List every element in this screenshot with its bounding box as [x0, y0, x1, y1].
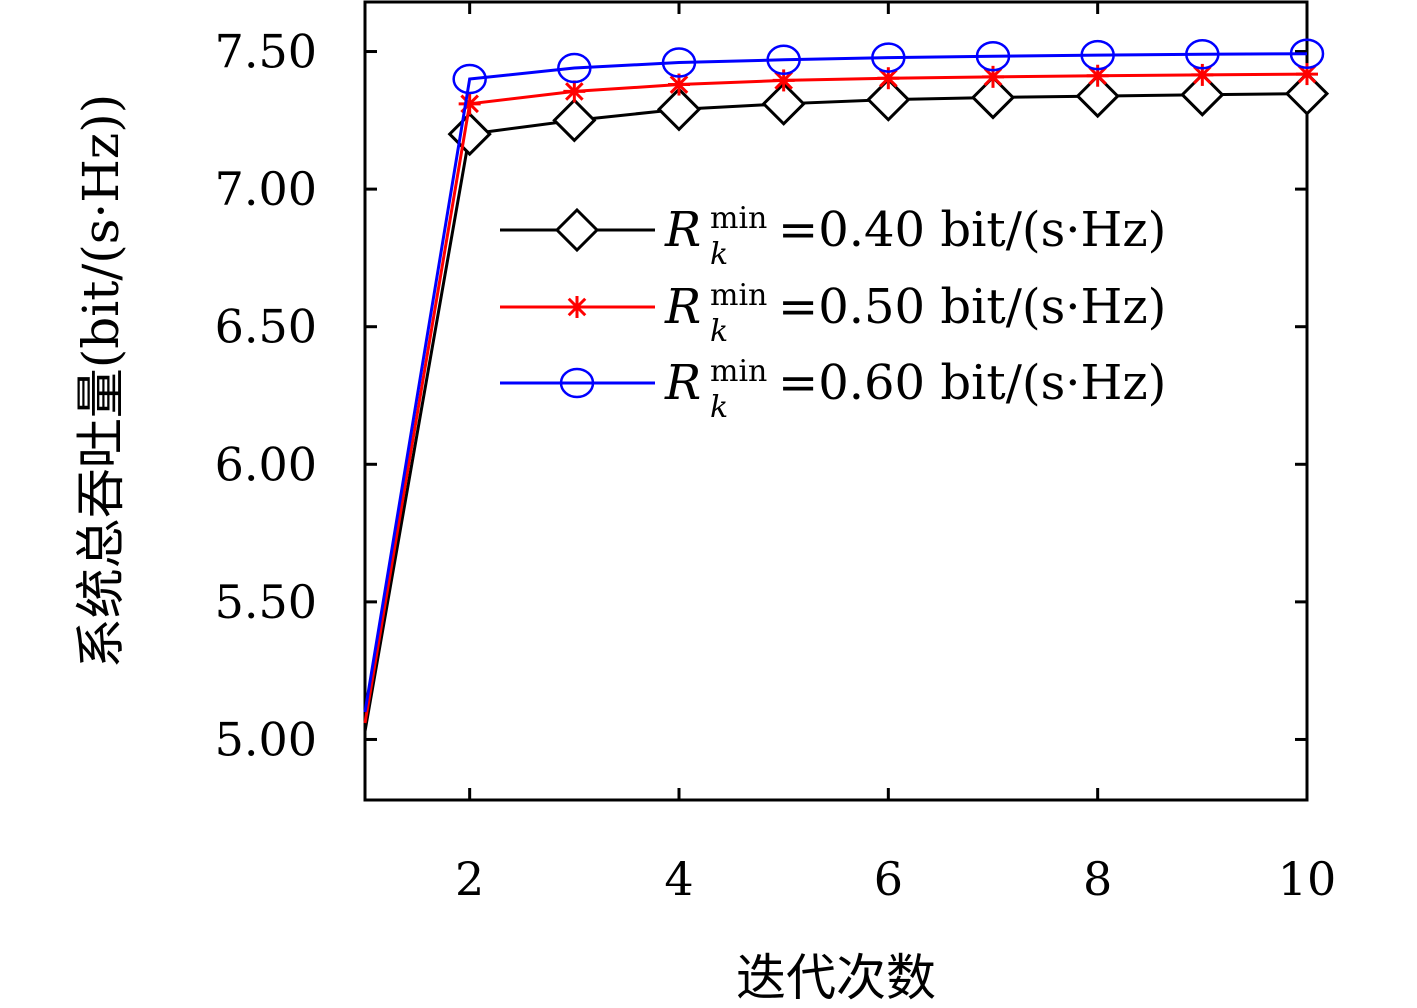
- series-layer: [363, 38, 1330, 732]
- legend-marker: [554, 207, 600, 253]
- y-tick-label: 6.00: [215, 437, 317, 491]
- x-axis-label: 迭代次数: [736, 949, 936, 1007]
- y-axis-label: 系统总吞吐量(bit/(s·Hz)): [72, 94, 130, 668]
- data-point: [1080, 39, 1115, 71]
- data-point: [866, 77, 911, 122]
- series-line: [363, 52, 1308, 713]
- legend-superscript: min: [710, 354, 767, 389]
- legend-subscript: k: [710, 237, 728, 272]
- y-tick-label: 7.50: [215, 25, 317, 79]
- legend-label: =0.50 bit/(s·Hz): [778, 279, 1166, 335]
- y-tick-label: 5.00: [215, 712, 317, 766]
- data-point: [1289, 38, 1325, 69]
- legend-superscript: min: [710, 278, 767, 313]
- data-point: [1284, 71, 1330, 116]
- data-point: [661, 47, 697, 78]
- data-point: [970, 75, 1016, 120]
- series-line: [363, 72, 1308, 724]
- x-tick-label: 4: [664, 852, 693, 906]
- x-tick-label: 2: [455, 852, 484, 906]
- data-point: [761, 81, 806, 126]
- data-point: [766, 44, 801, 76]
- legend-symbol: R: [664, 202, 701, 258]
- series-line: [363, 92, 1308, 732]
- data-point: [1075, 73, 1120, 119]
- legend-symbol: R: [664, 355, 701, 411]
- legend-symbol: R: [664, 279, 701, 335]
- x-tick-label: 10: [1278, 852, 1337, 906]
- data-point: [656, 87, 702, 132]
- legend-label: =0.40 bit/(s·Hz): [778, 202, 1166, 258]
- series-2: [363, 38, 1325, 713]
- y-tick-label: 7.00: [215, 162, 317, 216]
- y-axis: 5.00 5.50 6.00 6.50 7.00 7.50: [215, 25, 1307, 766]
- data-point: [1180, 72, 1225, 117]
- legend-subscript: k: [710, 314, 728, 349]
- x-axis: 2 4 6 8 10: [455, 2, 1336, 906]
- data-point: [557, 52, 592, 84]
- data-point: [563, 80, 586, 103]
- x-tick-label: 6: [874, 852, 903, 906]
- data-point: [871, 42, 906, 73]
- legend-subscript: k: [710, 390, 728, 425]
- y-tick-label: 6.50: [215, 300, 317, 354]
- x-tick-label: 8: [1083, 852, 1112, 906]
- data-point: [447, 111, 492, 157]
- data-point: [1185, 39, 1220, 70]
- data-point: [458, 92, 481, 115]
- plot-frame: [363, 0, 1309, 802]
- y-tick-label: 5.50: [215, 575, 317, 629]
- data-point: [452, 63, 487, 95]
- data-point: [975, 40, 1011, 72]
- legend-marker: [566, 296, 588, 318]
- series-0: [363, 71, 1330, 732]
- legend-label: =0.60 bit/(s·Hz): [778, 355, 1166, 411]
- data-point: [552, 98, 597, 143]
- legend-superscript: min: [710, 201, 767, 236]
- legend-marker: [559, 367, 595, 399]
- plot-area: [363, 0, 1309, 802]
